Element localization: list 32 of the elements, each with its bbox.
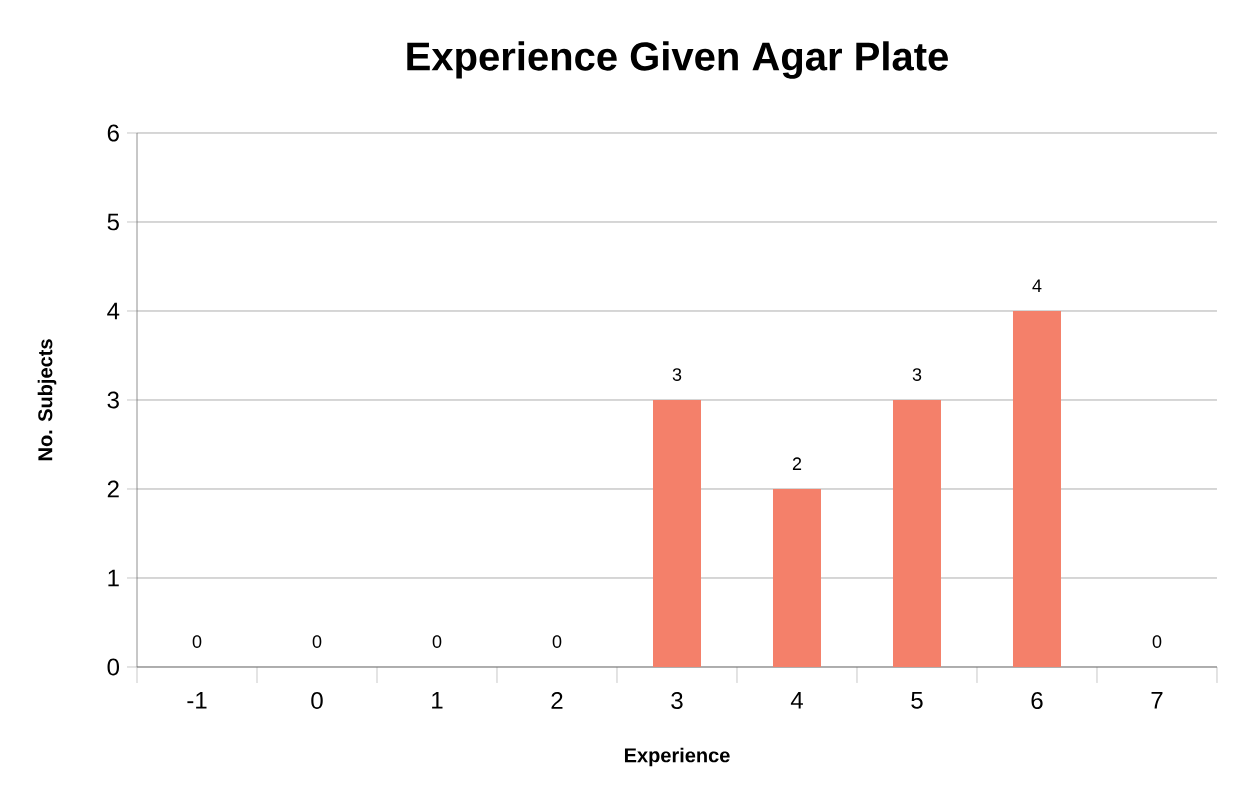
y-tick-label: 4	[107, 302, 120, 320]
x-axis-title: Experience	[624, 747, 730, 767]
bar	[892, 399, 941, 667]
y-tick-label: 2	[107, 480, 119, 498]
data-label: 3	[672, 368, 682, 381]
x-tick-label: 0	[311, 692, 323, 710]
bar	[772, 488, 821, 667]
x-tick-label: 5	[911, 692, 923, 709]
data-label: 2	[792, 457, 802, 470]
data-label: 0	[432, 635, 442, 648]
y-axis-title: No. Subjects	[37, 339, 57, 461]
bar	[1012, 310, 1061, 667]
chart-title: Experience Given Agar Plate	[407, 41, 948, 79]
x-tick-label: 2	[551, 692, 563, 709]
data-label: 0	[1152, 635, 1162, 648]
data-label: 0	[552, 635, 562, 648]
data-label: 0	[192, 635, 202, 648]
y-tick-label: 3	[107, 391, 119, 409]
y-tick-label: 5	[107, 213, 119, 231]
data-label: 0	[312, 635, 322, 648]
y-tick-label: 0	[107, 658, 120, 676]
x-tick-label: 7	[1151, 692, 1163, 709]
bar	[653, 399, 701, 667]
x-tick-label: -1	[187, 692, 207, 709]
data-label: 4	[1032, 279, 1042, 292]
x-tick-label: 6	[1031, 692, 1043, 710]
data-label: 3	[912, 368, 922, 381]
x-tick-label: 1	[432, 692, 443, 709]
y-tick-label: 1	[108, 569, 119, 587]
y-tick-label: 6	[107, 124, 119, 142]
x-tick-label: 3	[671, 692, 683, 710]
x-tick-label: 4	[790, 692, 803, 709]
